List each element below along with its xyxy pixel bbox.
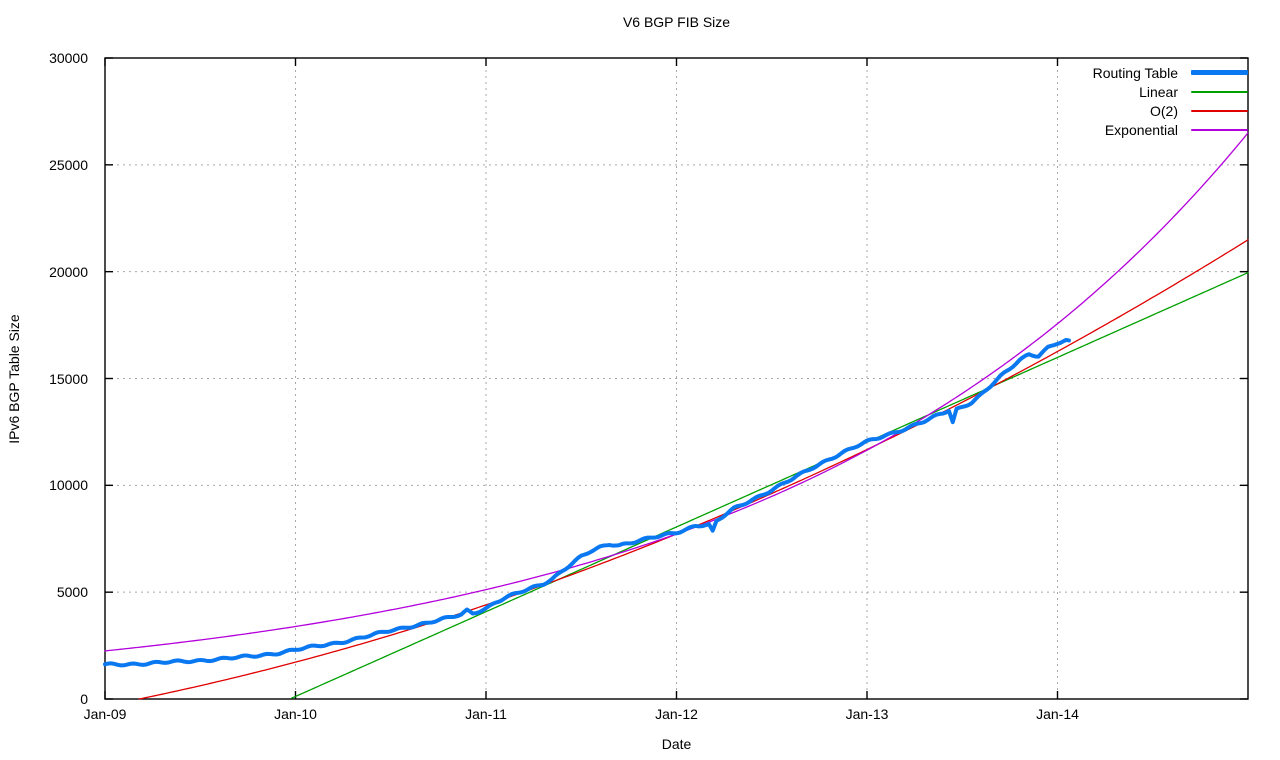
legend-item: Routing Table [1093,63,1248,82]
legend-item: Linear [1093,82,1248,101]
legend-item: Exponential [1093,120,1248,139]
x-tick-label: Jan-14 [1036,706,1079,722]
x-tick-label: Jan-10 [274,706,317,722]
linear-fit-line [291,271,1249,699]
routing-table-line [103,337,1071,668]
legend-label: O(2) [1150,102,1178,119]
o2-fit-line [138,239,1249,700]
y-tick-label: 0 [80,691,88,707]
y-tick-label: 10000 [49,477,88,494]
legend-line-swatch [1191,109,1248,112]
x-axis-title: Date [661,736,692,752]
y-tick-label: 30000 [49,50,88,66]
y-tick-label: 5000 [56,584,88,601]
x-tick-label: Jan-13 [845,706,889,722]
legend-line-swatch [1191,128,1248,131]
legend-label: Routing Table [1092,64,1178,81]
x-tick-label: Jan-12 [655,706,698,722]
x-tick-label: Jan-09 [83,706,127,722]
legend-label: Linear [1139,83,1178,100]
chart-title: V6 BGP FIB Size [622,14,731,30]
y-tick-label: 15000 [49,370,88,387]
legend-line-swatch [1191,70,1248,75]
y-tick-label: 20000 [49,263,88,280]
x-tick-label: Jan-11 [465,706,507,722]
legend-label: Exponential [1104,121,1178,138]
legend-line-swatch [1191,90,1248,93]
exponential-fit-line [104,132,1249,652]
legend: Routing Table Linear O(2) Exponential [1093,63,1248,139]
y-tick-label: 25000 [49,156,88,173]
legend-item: O(2) [1093,101,1248,120]
